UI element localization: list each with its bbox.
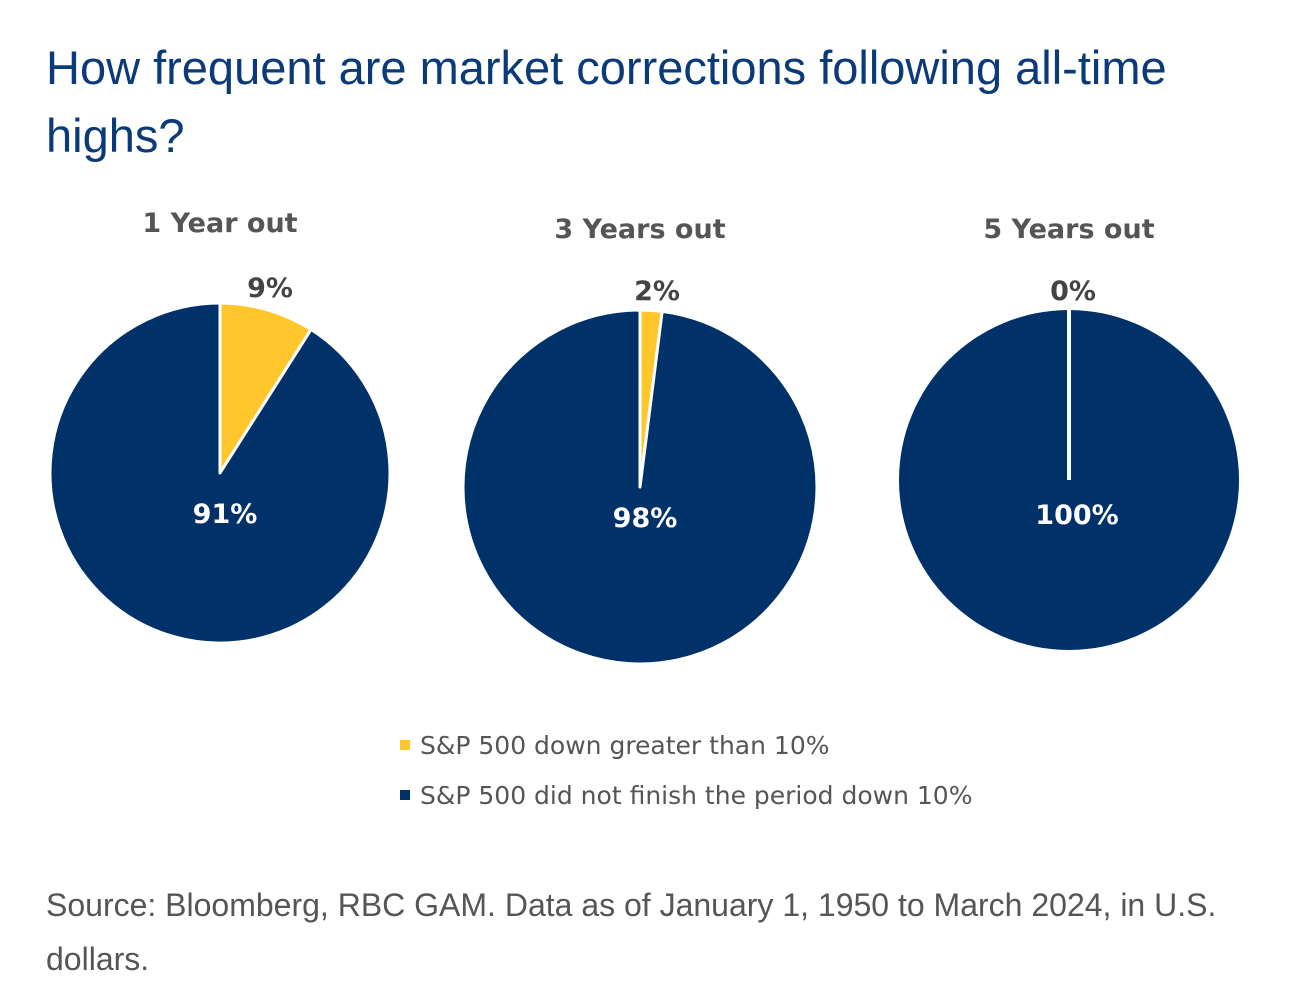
legend-item-not-down: S&P 500 did not finish the period down 1… bbox=[400, 770, 972, 820]
source-note: Source: Bloomberg, RBC GAM. Data as of J… bbox=[46, 887, 1217, 977]
slice-not-down bbox=[48, 301, 392, 645]
data-label: 2% bbox=[634, 276, 680, 307]
data-label: 9% bbox=[247, 273, 293, 304]
data-label: 0% bbox=[1050, 276, 1096, 307]
legend-swatch-yellow bbox=[400, 740, 410, 750]
legend: S&P 500 down greater than 10% S&P 500 di… bbox=[400, 720, 972, 820]
slice-down bbox=[218, 301, 313, 475]
pie-title: 1 Year out bbox=[142, 208, 297, 239]
pie-title: 3 Years out bbox=[554, 214, 725, 245]
data-label: 91% bbox=[193, 499, 258, 530]
legend-label: S&P 500 did not finish the period down 1… bbox=[420, 780, 973, 810]
data-label: 98% bbox=[613, 503, 678, 534]
data-label: 100% bbox=[1035, 500, 1118, 531]
slice-not-down bbox=[461, 308, 819, 666]
chart-title: How frequent are market corrections foll… bbox=[46, 41, 1167, 162]
legend-item-down: S&P 500 down greater than 10% bbox=[400, 720, 972, 770]
pie-title: 5 Years out bbox=[983, 214, 1154, 245]
legend-label: S&P 500 down greater than 10% bbox=[420, 730, 830, 760]
legend-swatch-navy bbox=[400, 790, 410, 800]
